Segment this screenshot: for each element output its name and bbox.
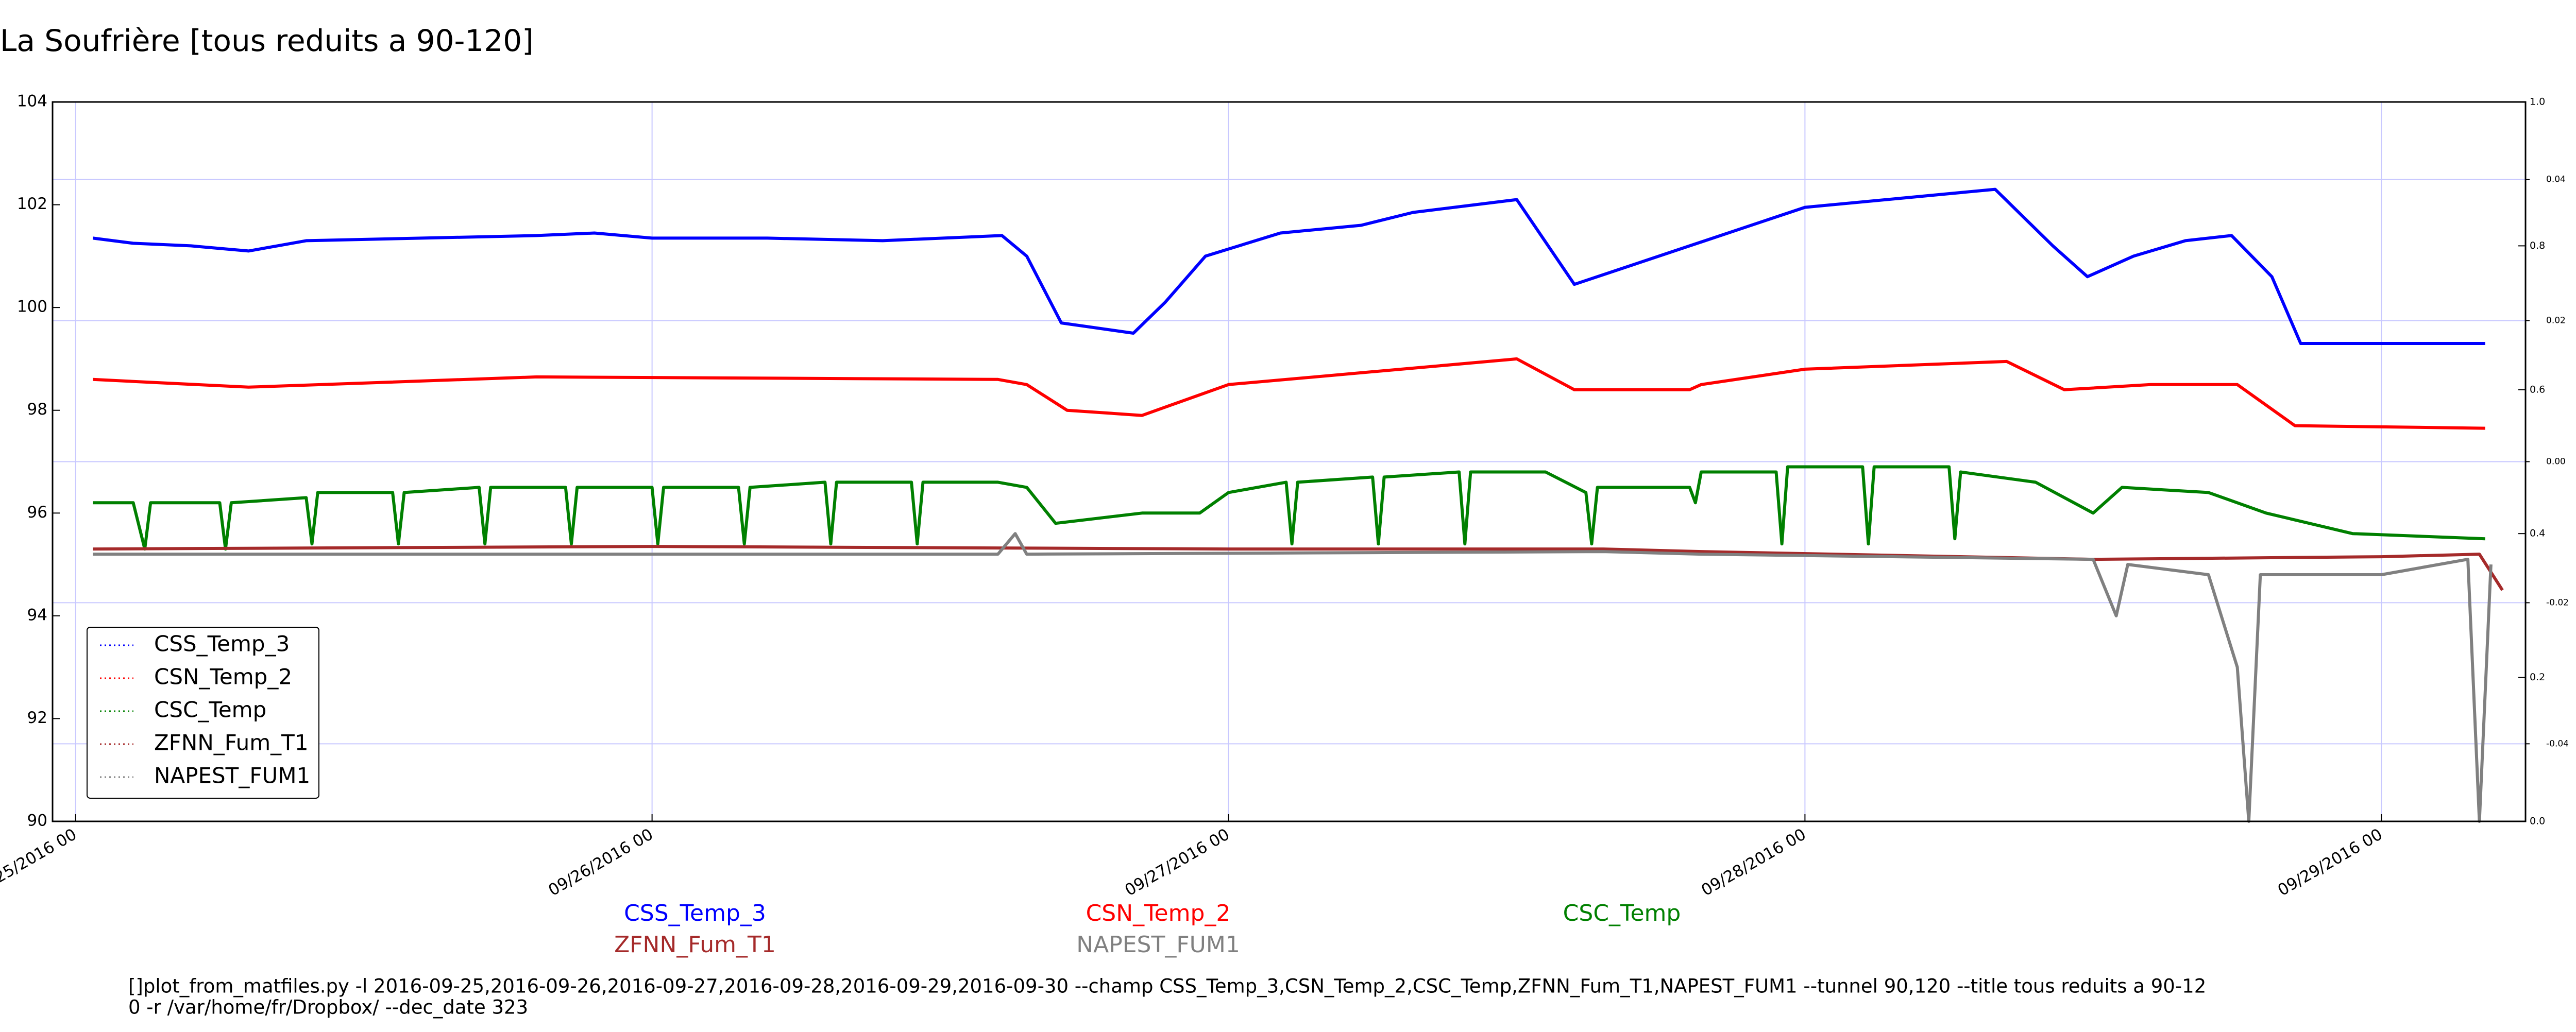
series-caption: CSN_Temp_2 xyxy=(1086,900,1231,926)
chart-title: La Soufrière [tous reduits a 90-120] xyxy=(0,23,534,58)
legend-label: CSC_Temp xyxy=(154,697,266,723)
y2-tick-label: 0.0 xyxy=(2530,816,2545,827)
y3-tick-label: 0.00 xyxy=(2546,457,2566,467)
series-line xyxy=(93,532,2493,823)
y-tick-label: 90 xyxy=(27,812,47,830)
y2-tick-label: 0.8 xyxy=(2530,240,2545,251)
y-tick-label: 96 xyxy=(27,503,47,522)
y-tick-label: 100 xyxy=(17,298,47,316)
series-caption: CSC_Temp xyxy=(1563,900,1681,926)
y3-tick-label: -0.04 xyxy=(2546,738,2569,749)
series-line xyxy=(93,465,2485,551)
footnote: []plot_from_matfiles.py -l 2016-09-25,20… xyxy=(128,975,2206,997)
y3-tick-label: -0.02 xyxy=(2546,597,2569,608)
x-tick-label: 09/29/2016 00 xyxy=(2275,825,2385,900)
y3-tick-label: 0.02 xyxy=(2546,316,2566,326)
y-tick-label: 94 xyxy=(27,606,47,624)
footnote: 0 -r /var/home/fr/Dropbox/ --dec_date 32… xyxy=(128,996,528,1019)
y-tick-label: 98 xyxy=(27,400,47,419)
series-caption: ZFNN_Fum_T1 xyxy=(614,932,776,958)
series-caption: NAPEST_FUM1 xyxy=(1076,932,1240,958)
plot-frame xyxy=(52,101,2527,822)
series-caption: CSS_Temp_3 xyxy=(624,900,766,926)
y2-tick-label: 0.6 xyxy=(2530,384,2545,395)
y2-tick-label: 0.4 xyxy=(2530,528,2545,539)
legend-label: CSS_Temp_3 xyxy=(154,631,290,657)
y2-tick-label: 1.0 xyxy=(2530,96,2545,108)
legend-label: ZFNN_Fum_T1 xyxy=(154,730,309,755)
legend-label: CSN_Temp_2 xyxy=(154,664,292,690)
x-tick-label: 09/28/2016 00 xyxy=(1698,825,1809,900)
legend-box xyxy=(87,627,319,799)
y-tick-label: 92 xyxy=(27,709,47,727)
x-tick-label: 09/25/2016 00 xyxy=(0,825,80,900)
legend: CSS_Temp_3 CSN_Temp_2 CSC_Temp ZFNN_Fum_T1 N… xyxy=(87,627,319,799)
x-tick-label: 09/27/2016 00 xyxy=(1122,825,1232,900)
x-tick-label: 09/26/2016 00 xyxy=(545,825,656,900)
series-line xyxy=(92,187,2485,345)
legend-label: NAPEST_FUM1 xyxy=(154,763,310,788)
y-tick-label: 102 xyxy=(17,195,47,213)
series-line xyxy=(93,357,2485,430)
y2-tick-label: 0.2 xyxy=(2530,672,2545,683)
y3-tick-label: 0.04 xyxy=(2546,175,2566,185)
y-tick-label: 104 xyxy=(17,92,47,111)
series-line xyxy=(93,545,2504,591)
